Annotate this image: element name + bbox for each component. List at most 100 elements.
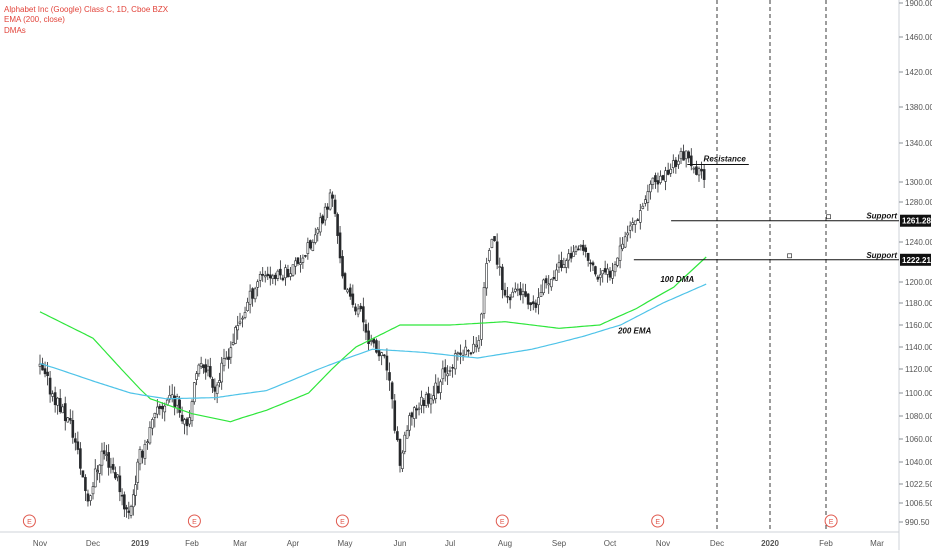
candle xyxy=(131,489,135,516)
candle-body xyxy=(271,275,275,279)
candle xyxy=(560,251,563,272)
candle-body xyxy=(477,340,481,349)
candle xyxy=(71,410,75,444)
candle xyxy=(461,349,465,361)
candle-body xyxy=(195,373,198,380)
earnings-circle-icon xyxy=(824,514,838,528)
candle xyxy=(410,411,414,426)
time-tick-label: Feb xyxy=(185,539,199,548)
candle xyxy=(443,359,447,382)
candle xyxy=(74,432,77,451)
time-tick-label: Sep xyxy=(552,539,567,548)
candle xyxy=(436,377,440,394)
candle-body xyxy=(248,290,252,305)
candle xyxy=(38,354,42,375)
candle xyxy=(306,237,310,260)
candle-body xyxy=(328,192,332,210)
candle xyxy=(480,312,483,346)
price-axis[interactable]: 1900.00 1460.00 1420.00 1380.00 1340.00 1300.… xyxy=(899,0,932,527)
candle xyxy=(601,270,605,283)
price-tick-label: 1040.00 xyxy=(905,458,932,467)
candle xyxy=(422,397,426,414)
candle xyxy=(451,364,454,378)
earnings-marker: E xyxy=(22,514,36,528)
candle xyxy=(168,385,172,403)
candle-body xyxy=(420,396,423,406)
candle-body xyxy=(266,273,270,277)
candle xyxy=(202,364,205,374)
candle xyxy=(539,284,543,297)
candle-body xyxy=(127,510,131,513)
candle-body xyxy=(79,448,82,469)
earnings-label: E xyxy=(192,519,197,526)
candle-body xyxy=(636,219,640,221)
candle-body xyxy=(304,255,307,257)
candle xyxy=(524,283,527,298)
candle-body xyxy=(123,494,126,510)
candle xyxy=(611,262,614,284)
candle-body xyxy=(236,325,240,331)
price-tick-label: 1100.00 xyxy=(905,389,932,398)
candle xyxy=(453,349,457,375)
candle xyxy=(529,302,533,312)
candle-body xyxy=(68,418,72,421)
candle-body xyxy=(190,401,194,421)
time-tick-label: Apr xyxy=(287,539,300,548)
candle-body xyxy=(601,270,605,275)
time-axis[interactable]: Nov Dec 2019 Feb Mar Apr May Jun Jul Aug Sep Oct Nov… xyxy=(33,539,884,548)
candle-body xyxy=(227,356,230,360)
candle-body xyxy=(633,220,637,225)
candle xyxy=(516,283,520,297)
candle xyxy=(248,284,252,314)
alert-flag-icon xyxy=(787,253,792,259)
candle xyxy=(284,264,287,286)
candle-body xyxy=(331,194,334,199)
candle xyxy=(608,267,612,281)
candle-body xyxy=(684,150,688,160)
candle xyxy=(398,438,402,473)
price-tick-label: 1900.00 xyxy=(905,0,932,8)
candle-body xyxy=(102,450,106,455)
candle xyxy=(684,150,688,168)
candle xyxy=(158,403,162,416)
candle-body xyxy=(631,222,635,225)
earnings-circle-icon xyxy=(651,514,665,528)
candle-body xyxy=(549,279,553,288)
candle xyxy=(79,442,82,475)
candle xyxy=(377,340,381,362)
time-tick-label: Mar xyxy=(233,539,247,548)
candle xyxy=(408,412,411,437)
candle-body xyxy=(306,242,310,254)
candle-body xyxy=(498,266,502,268)
candle xyxy=(276,269,280,282)
candle xyxy=(549,278,553,291)
candle-body xyxy=(405,430,409,439)
candle xyxy=(621,237,624,252)
candle xyxy=(241,315,244,328)
candle-body xyxy=(594,266,597,275)
candle-body xyxy=(539,292,543,297)
candle-body xyxy=(204,364,208,373)
candle-body xyxy=(89,495,92,501)
candle xyxy=(120,488,124,506)
candle xyxy=(623,231,627,249)
candle-body xyxy=(661,175,665,181)
candle xyxy=(427,386,430,408)
candle xyxy=(236,315,240,340)
candle-body xyxy=(380,352,383,356)
candle-body xyxy=(183,419,186,425)
candle xyxy=(185,416,189,436)
candle xyxy=(393,393,397,434)
candle-body xyxy=(482,287,486,314)
candle xyxy=(482,282,486,319)
candle-body xyxy=(537,297,540,306)
candle xyxy=(66,416,70,423)
candle-body xyxy=(222,358,226,367)
candle xyxy=(446,365,449,385)
candle-body xyxy=(390,382,394,400)
candle xyxy=(506,286,509,304)
annotations: Resistance Support 1261.28 Support 1222.21 10… xyxy=(617,154,932,335)
candle xyxy=(53,386,57,413)
candle-body xyxy=(105,454,108,456)
